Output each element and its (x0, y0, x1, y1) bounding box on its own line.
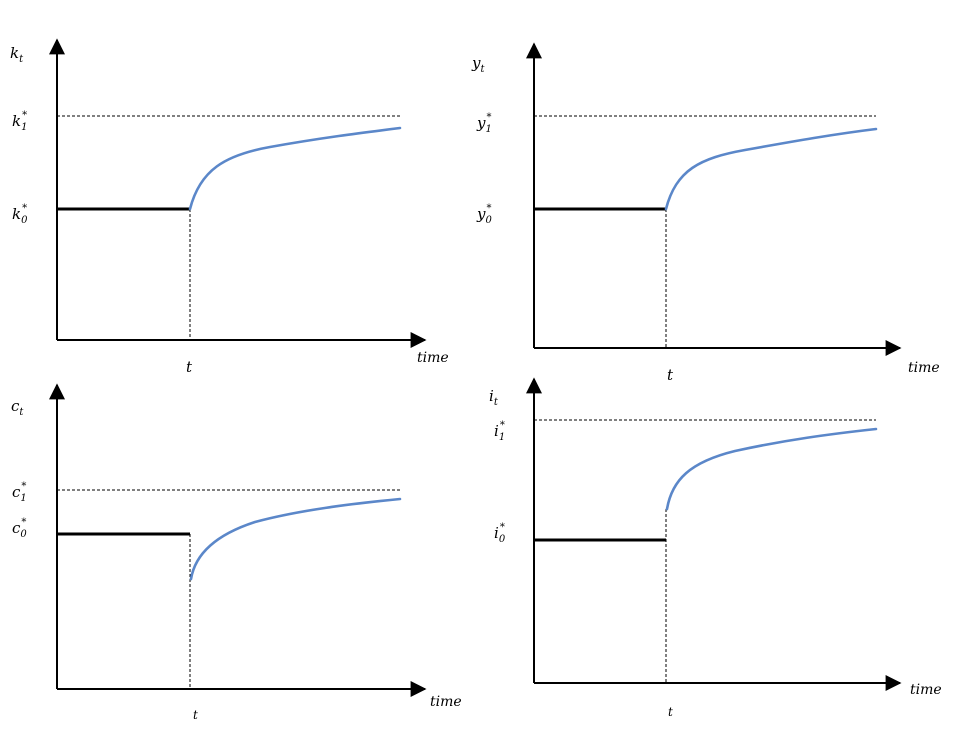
panel-k-transition-curve (188, 126, 402, 211)
panel-i-y-axis-label: it (489, 387, 499, 408)
panel-i-shock-time-label: t (668, 705, 673, 719)
panel-c-x-axis-label: time (430, 694, 462, 710)
panel-c-old-steady-label: c* 0 (12, 517, 27, 540)
panel-k-old-steady-label: k* 0 (12, 203, 28, 226)
panel-y-old-steady-label: y* 0 (476, 203, 492, 226)
panel-y-new-steady-label: y* 1 (476, 112, 492, 135)
panel-c-y-axis-label: ct (11, 397, 24, 418)
panel-y: yt y* 1 y* 0 t time (471, 42, 940, 384)
panel-y-transition-curve (664, 127, 878, 211)
panel-c-shock-time-label: t (193, 708, 198, 722)
panel-i: it i* 1 i* 0 t time (489, 377, 942, 719)
panel-y-x-axis-label: time (908, 360, 940, 376)
panel-k-x-axis-label: time (417, 350, 449, 366)
panel-i-new-steady-label: i* 1 (494, 420, 505, 443)
panel-c: ct c* 1 c* 0 t time (11, 383, 462, 722)
panel-c-new-steady-label: c* 1 (12, 481, 27, 504)
panel-c-transition-curve (189, 497, 402, 581)
panel-k: kt k* 1 k* 0 t time (10, 38, 449, 376)
panel-k-shock-time-label: t (186, 358, 193, 376)
panel-i-old-steady-label: i* 0 (494, 522, 506, 545)
panel-y-y-axis-label: yt (471, 54, 485, 75)
panel-y-shock-time-label: t (667, 366, 674, 384)
panel-i-transition-curve (665, 427, 878, 511)
panel-k-y-axis-label: kt (10, 44, 24, 65)
panel-k-new-steady-label: k* 1 (12, 110, 27, 133)
panel-i-x-axis-label: time (910, 682, 942, 698)
